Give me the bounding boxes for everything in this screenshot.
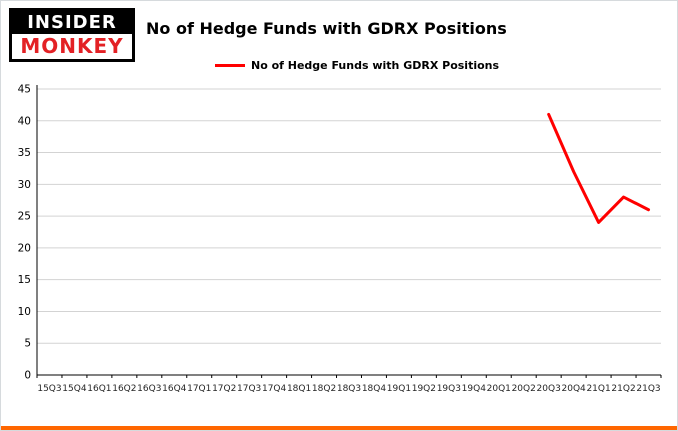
chart-legend: No of Hedge Funds with GDRX Positions bbox=[215, 59, 499, 72]
x-axis-tick-label: 20Q4 bbox=[562, 384, 587, 394]
insider-monkey-logo: INSIDER MONKEY bbox=[9, 8, 135, 62]
x-axis-tick-label: 20Q2 bbox=[512, 384, 536, 394]
y-axis-tick-label: 10 bbox=[18, 306, 31, 318]
logo-text-insider: INSIDER bbox=[12, 11, 132, 34]
bottom-accent-bar bbox=[1, 426, 677, 430]
legend-line-swatch bbox=[215, 64, 245, 67]
y-axis-tick-label: 30 bbox=[18, 179, 31, 191]
x-axis-tick-label: 18Q4 bbox=[362, 384, 387, 394]
x-axis-tick-label: 20Q1 bbox=[487, 384, 511, 394]
y-axis-tick-label: 20 bbox=[18, 242, 31, 254]
logo-text-monkey: MONKEY bbox=[12, 34, 132, 59]
x-axis-tick-label: 17Q4 bbox=[262, 384, 287, 394]
y-axis-tick-label: 35 bbox=[18, 147, 31, 159]
x-axis-tick-label: 21Q3 bbox=[636, 384, 660, 394]
x-axis-tick-label: 18Q3 bbox=[337, 384, 361, 394]
x-axis-tick-label: 15Q3 bbox=[37, 384, 61, 394]
x-axis-tick-label: 16Q2 bbox=[112, 384, 136, 394]
x-axis-tick-label: 16Q4 bbox=[162, 384, 187, 394]
x-axis-tick-label: 16Q1 bbox=[87, 384, 111, 394]
x-axis-tick-label: 21Q1 bbox=[586, 384, 610, 394]
x-axis-tick-label: 19Q4 bbox=[462, 384, 487, 394]
y-axis-tick-label: 15 bbox=[18, 274, 31, 286]
y-axis-tick-label: 5 bbox=[24, 338, 31, 350]
page-title: No of Hedge Funds with GDRX Positions bbox=[146, 19, 507, 38]
x-axis-tick-label: 16Q3 bbox=[137, 384, 161, 394]
y-axis-tick-label: 0 bbox=[24, 370, 31, 382]
legend-label: No of Hedge Funds with GDRX Positions bbox=[251, 59, 500, 72]
y-axis-tick-label: 40 bbox=[18, 115, 31, 127]
x-axis-tick-label: 19Q3 bbox=[437, 384, 461, 394]
x-axis-tick-label: 19Q2 bbox=[412, 384, 436, 394]
x-axis-tick-label: 18Q2 bbox=[312, 384, 336, 394]
x-axis-tick-label: 20Q3 bbox=[537, 384, 561, 394]
y-axis-tick-label: 25 bbox=[18, 211, 31, 223]
x-axis-tick-label: 18Q1 bbox=[287, 384, 311, 394]
x-axis-tick-label: 17Q1 bbox=[187, 384, 211, 394]
x-axis-tick-label: 21Q2 bbox=[611, 384, 635, 394]
x-axis-tick-label: 17Q3 bbox=[237, 384, 261, 394]
x-axis-tick-label: 15Q4 bbox=[62, 384, 87, 394]
y-axis-tick-label: 45 bbox=[18, 84, 31, 96]
x-axis-tick-label: 19Q1 bbox=[387, 384, 411, 394]
hedge-fund-line-series bbox=[547, 112, 651, 224]
x-axis-tick-label: 17Q2 bbox=[212, 384, 236, 394]
